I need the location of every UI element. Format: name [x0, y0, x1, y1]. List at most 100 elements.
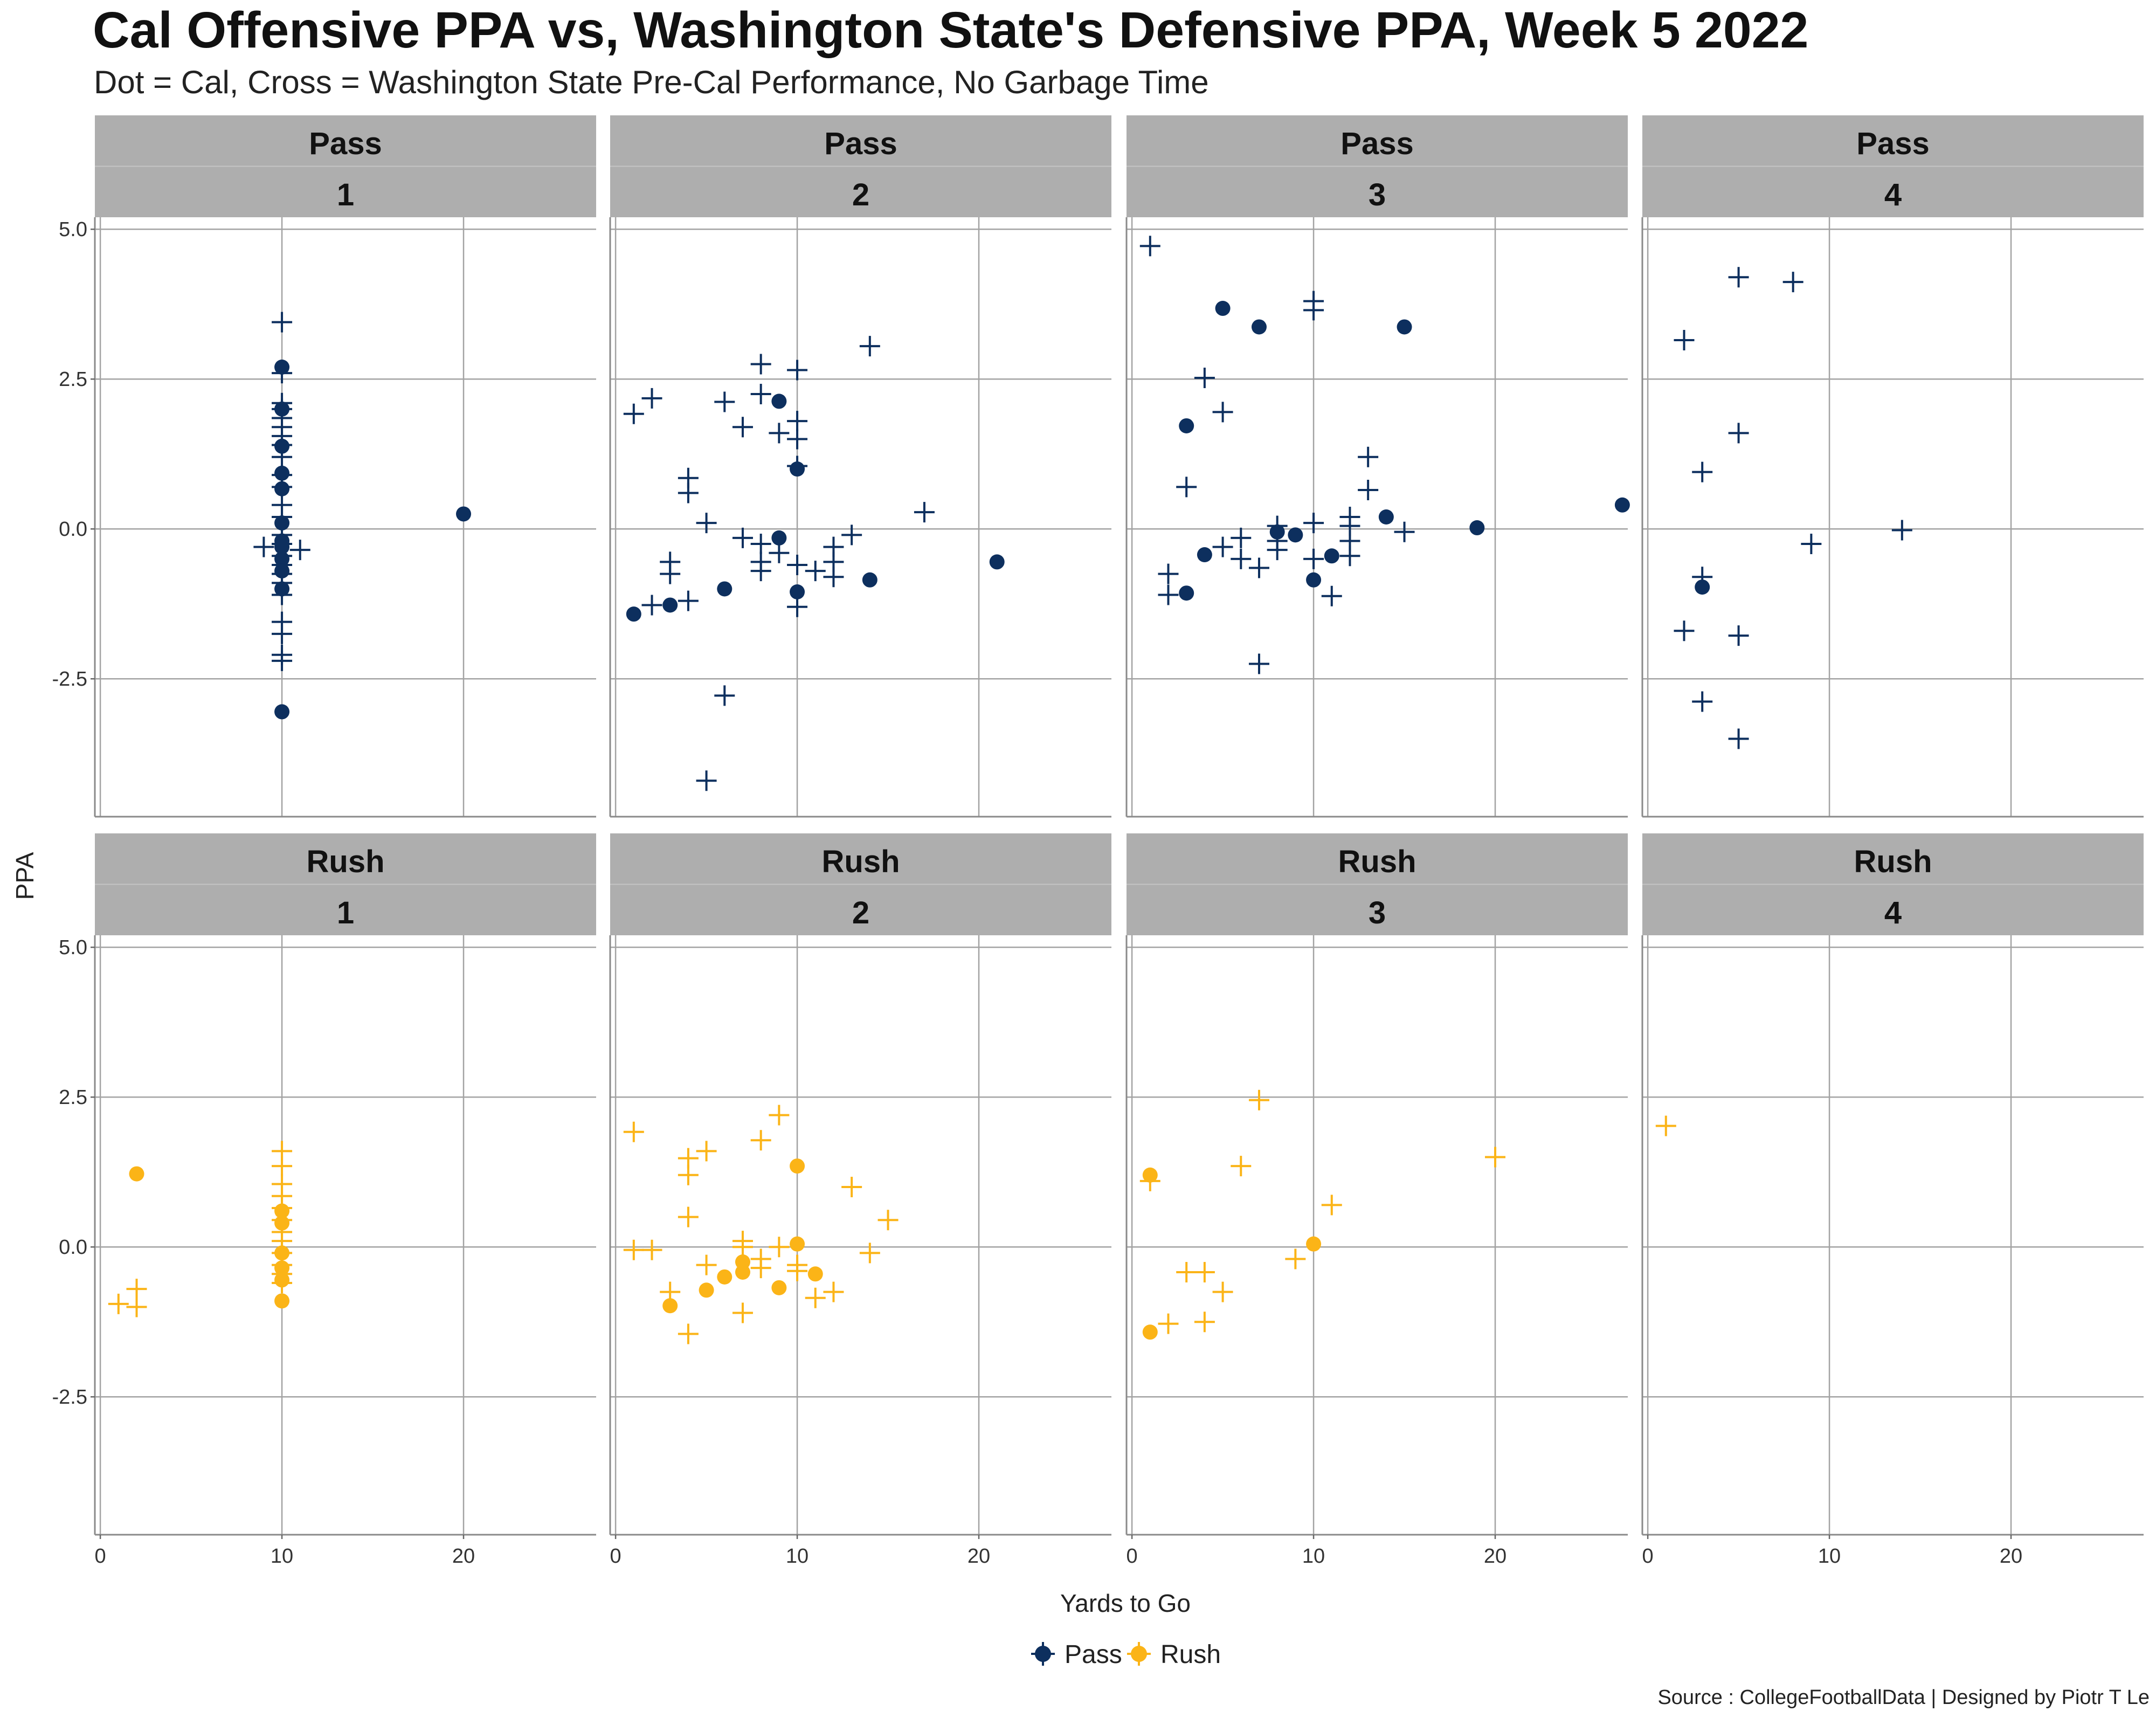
cal-point-dot [862, 572, 877, 588]
opponent-point-cross [1194, 1261, 1215, 1282]
opponent-point-cross [1801, 534, 1822, 555]
opponent-point-cross [1303, 300, 1324, 321]
cal-point-dot [1142, 1324, 1158, 1340]
opponent-point-cross [678, 1323, 699, 1344]
opponent-point-cross [1212, 402, 1233, 423]
facet-label-down: 4 [1884, 895, 1902, 930]
y-tick-label: 5.0 [59, 218, 87, 241]
opponent-point-cross [108, 1293, 129, 1314]
opponent-point-cross [696, 770, 717, 791]
facet-label-down: 3 [1369, 895, 1386, 930]
opponent-point-cross [787, 1260, 808, 1281]
cal-point-dot [1378, 509, 1394, 525]
cal-point-dot [790, 584, 805, 599]
cal-point-dot [626, 606, 641, 622]
x-tick-label: 0 [1642, 1545, 1654, 1568]
opponent-point-cross [253, 536, 274, 557]
x-tick-label: 20 [452, 1545, 475, 1568]
facet-label-play-type: Pass [1856, 126, 1929, 161]
opponent-point-cross [1674, 620, 1695, 641]
cal-point-dot [1469, 520, 1485, 536]
facet-label-play-type: Rush [1338, 844, 1416, 879]
opponent-point-cross [1267, 540, 1288, 561]
opponent-point-cross [732, 1302, 753, 1323]
opponent-point-cross [696, 1141, 717, 1162]
opponent-point-cross [1176, 1261, 1197, 1282]
cal-point-dot [1306, 572, 1322, 588]
y-tick-label: 5.0 [59, 936, 87, 959]
opponent-point-cross [678, 482, 699, 503]
opponent-point-cross [126, 1296, 147, 1317]
cal-point-dot [1306, 1236, 1322, 1252]
panel-pass-4: Pass 4 [1641, 115, 2144, 818]
opponent-point-cross [272, 623, 293, 644]
opponent-point-cross [272, 1156, 293, 1177]
opponent-point-cross [914, 502, 935, 523]
opponent-point-cross [1485, 1147, 1506, 1168]
opponent-point-cross [1285, 1248, 1306, 1269]
opponent-point-cross [1394, 521, 1415, 542]
opponent-point-cross [1231, 548, 1252, 569]
x-tick-label: 10 [1302, 1545, 1325, 1568]
y-tick-label: 0.0 [59, 1236, 87, 1259]
opponent-point-cross [696, 1254, 717, 1275]
y-tick-label: -2.5 [52, 1386, 87, 1409]
facet-label-play-type: Rush [1854, 844, 1932, 879]
cal-point-dot [807, 1266, 823, 1282]
cal-point-dot [1142, 1167, 1158, 1183]
opponent-point-cross [1303, 548, 1324, 569]
opponent-point-cross [1728, 625, 1749, 646]
opponent-point-cross [1358, 479, 1379, 500]
cal-point-dot [274, 581, 290, 597]
panel-pass-2: Pass 2 [609, 115, 1111, 818]
opponent-point-cross [678, 590, 699, 611]
opponent-point-cross [1674, 329, 1695, 350]
opponent-point-cross [805, 561, 826, 582]
opponent-point-cross [1158, 584, 1179, 605]
facet-label-down: 2 [852, 177, 869, 212]
panel-rush-4: Rush 4 0 10 20 [1641, 833, 2144, 1568]
cal-point-dot [274, 515, 290, 531]
opponent-point-cross [769, 1105, 790, 1126]
cal-point-dot [129, 1166, 144, 1182]
cal-point-dot [989, 554, 1005, 570]
panel-pass-1: Pass 1 5.0 2.5 0.0 -2.5 [52, 115, 596, 818]
cal-point-dot [790, 461, 805, 477]
cal-point-dot [1614, 497, 1630, 513]
cal-point-dot [717, 581, 733, 597]
x-tick-label: 20 [2000, 1545, 2022, 1568]
opponent-point-cross [714, 685, 735, 706]
cal-point-dot [1197, 547, 1212, 563]
y-tick-label: 2.5 [59, 1086, 87, 1109]
opponent-point-cross [623, 1239, 644, 1260]
cal-point-dot [1251, 319, 1267, 335]
opponent-point-cross [1728, 423, 1749, 444]
opponent-point-cross [1321, 585, 1342, 606]
opponent-point-cross [1139, 236, 1160, 257]
opponent-point-cross [787, 411, 808, 432]
opponent-point-cross [1231, 1156, 1252, 1177]
facet-label-play-type: Pass [1340, 126, 1413, 161]
opponent-point-cross [823, 1281, 844, 1302]
opponent-point-cross [732, 527, 753, 548]
cal-point-dot [735, 1264, 750, 1280]
opponent-point-cross [1891, 520, 1912, 541]
facet-label-down: 4 [1884, 177, 1902, 212]
cal-point-dot [274, 1245, 290, 1261]
cal-point-dot [274, 1272, 290, 1288]
opponent-point-cross [1158, 563, 1179, 584]
legend-label-pass: Pass [1065, 1640, 1122, 1669]
opponent-point-cross [660, 563, 681, 584]
cal-point-dot [274, 1293, 290, 1309]
y-tick-label: 2.5 [59, 368, 87, 391]
opponent-point-cross [732, 1237, 753, 1258]
x-tick-label: 0 [1127, 1545, 1138, 1568]
y-tick-label: -2.5 [52, 668, 87, 691]
opponent-point-cross [787, 429, 808, 450]
cal-point-dot [456, 506, 472, 522]
cal-point-dot [274, 563, 290, 579]
cal-point-dot [1269, 524, 1285, 540]
cal-point-dot [1324, 548, 1339, 564]
opponent-point-cross [1248, 653, 1269, 674]
